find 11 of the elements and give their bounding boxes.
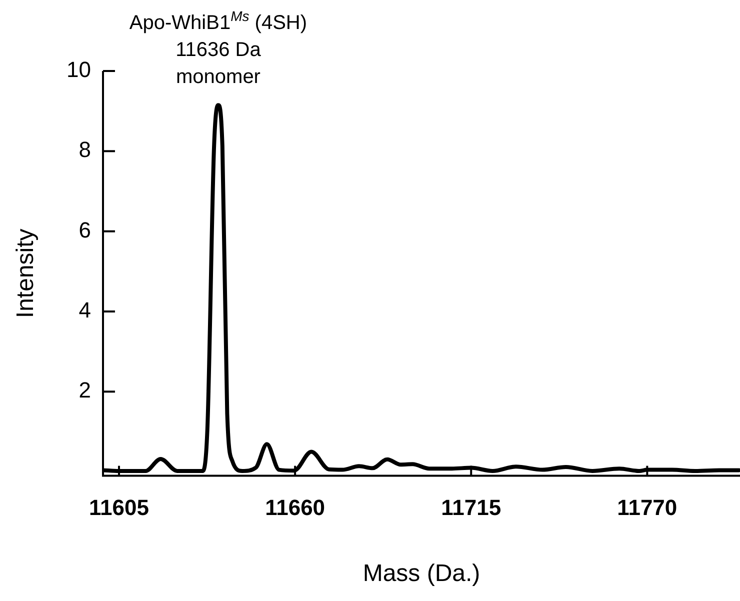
x-tick-label: 11660	[265, 495, 326, 520]
x-tick-label: 11605	[89, 495, 149, 520]
y-tick-label: 2	[78, 378, 91, 403]
y-tick-label: 6	[78, 217, 91, 242]
y-tick-label: 8	[78, 137, 91, 162]
y-tick-label: 10	[66, 57, 91, 82]
y-axis-title: Intensity	[12, 228, 40, 318]
x-tick-label: 11715	[441, 495, 502, 520]
y-tick-label: 4	[78, 298, 91, 323]
x-tick-label: 11770	[617, 495, 678, 520]
x-axis-title: Mass (Da.)	[362, 560, 480, 588]
